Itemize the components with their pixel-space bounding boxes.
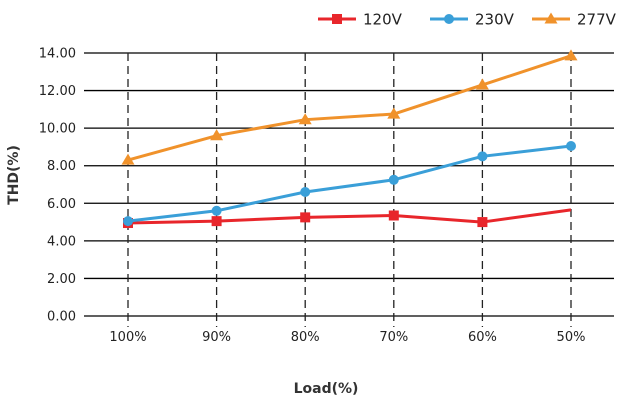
x-tick-label: 90%: [202, 330, 231, 345]
series-line: [127, 54, 572, 162]
grid-lines: [84, 52, 614, 327]
x-axis-ticks: 100% 90% 80% 70% 60% 50%: [109, 330, 585, 345]
legend-item: 120V: [318, 11, 403, 29]
triangle-marker: [387, 107, 401, 119]
triangle-marker: [121, 153, 135, 165]
x-tick-label: 80%: [291, 330, 320, 345]
series-277V: [121, 49, 578, 165]
legend-label: 230V: [475, 11, 515, 29]
legend-label: 277V: [577, 11, 617, 29]
y-tick-label: 10.00: [39, 122, 76, 137]
y-tick-label: 4.00: [47, 234, 76, 249]
square-marker: [332, 14, 342, 24]
square-marker: [300, 212, 311, 223]
x-tick-label: 60%: [468, 330, 497, 345]
legend-item: 230V: [430, 11, 515, 29]
x-tick-label: 50%: [557, 330, 586, 345]
square-marker: [211, 216, 222, 227]
series-230V: [123, 140, 576, 227]
circle-marker: [444, 14, 454, 24]
triangle-marker: [298, 113, 312, 125]
triangle-marker: [544, 12, 558, 24]
triangle-marker: [210, 129, 224, 141]
y-tick-label: 6.00: [47, 197, 76, 212]
series-line: [127, 144, 572, 223]
circle-marker: [211, 205, 222, 216]
legend-item: 277V: [532, 11, 617, 29]
x-tick-label: 70%: [379, 330, 408, 345]
triangle-marker: [564, 49, 578, 61]
y-tick-label: 8.00: [47, 159, 76, 174]
square-marker: [388, 210, 399, 221]
y-axis-title: THD(%): [6, 145, 22, 205]
circle-marker: [388, 174, 399, 185]
y-tick-label: 12.00: [39, 84, 76, 99]
y-tick-label: 14.00: [39, 47, 76, 62]
legend: 120V 230V 277V: [318, 11, 617, 29]
legend-label: 120V: [363, 11, 403, 29]
y-axis-ticks: 0.00 2.00 4.00 6.00 8.00 10.00 12.00 14.00: [39, 47, 76, 325]
circle-marker: [477, 151, 488, 162]
y-tick-label: 2.00: [47, 272, 76, 287]
x-tick-label: 100%: [109, 330, 146, 345]
square-marker: [477, 217, 488, 228]
series-lines: [121, 49, 578, 229]
triangle-marker: [475, 78, 489, 90]
y-tick-label: 0.00: [47, 310, 76, 325]
circle-marker: [300, 187, 311, 198]
series-line: [127, 208, 572, 225]
circle-marker: [566, 140, 576, 151]
circle-marker: [123, 216, 133, 227]
x-axis-title: Load(%): [294, 381, 359, 397]
